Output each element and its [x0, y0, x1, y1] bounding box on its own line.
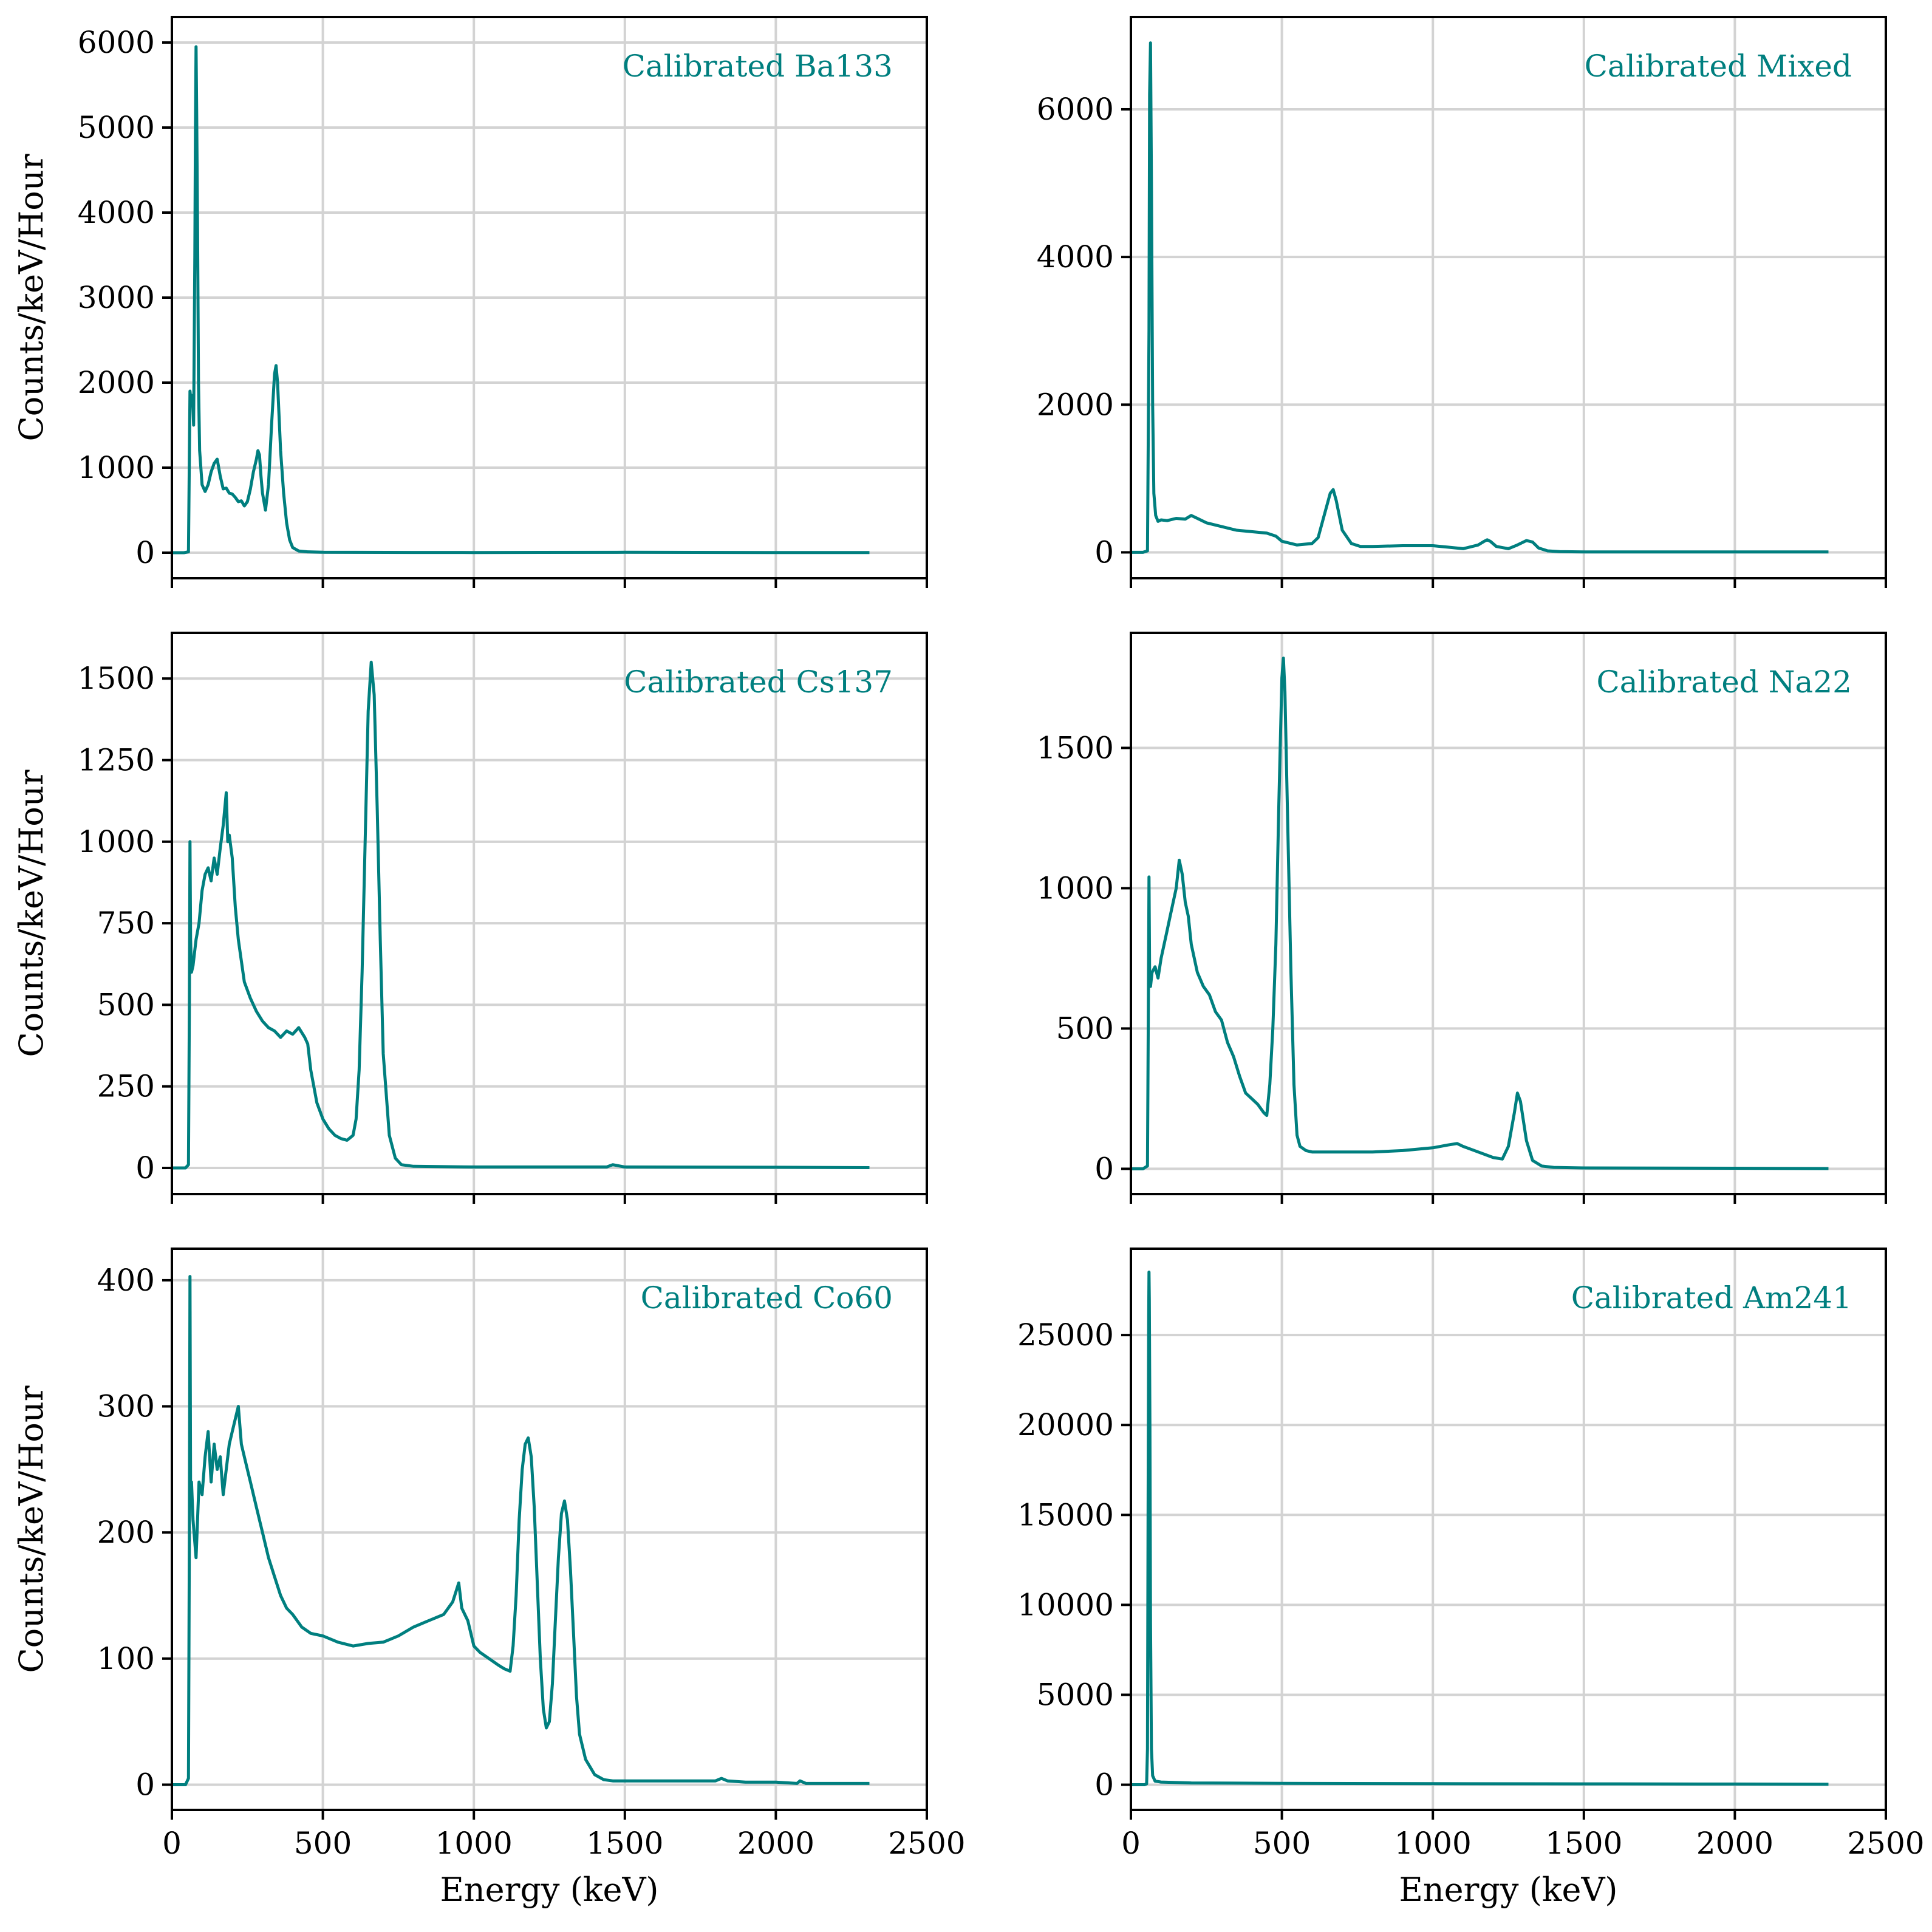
y-tick-label: 1500 — [78, 661, 155, 696]
x-tick-label: 500 — [1253, 1826, 1311, 1861]
series-line-Na22 — [1131, 657, 1829, 1170]
y-tick-label: 1000 — [78, 450, 155, 485]
y-tick-label: 5000 — [1037, 1677, 1114, 1712]
y-tick-label: 750 — [97, 906, 155, 941]
y-tick-label: 1500 — [1037, 730, 1114, 765]
panel-annotation: Calibrated Mixed — [1585, 49, 1852, 84]
series-line-Cs137 — [172, 660, 870, 1170]
y-tick-label: 1250 — [78, 743, 155, 778]
x-tick-label: 500 — [294, 1826, 352, 1861]
y-tick-label: 0 — [135, 1150, 155, 1186]
y-tick-label: 400 — [97, 1263, 155, 1298]
y-tick-label: 6000 — [1037, 92, 1114, 127]
axes-frame — [1130, 16, 1887, 579]
y-tick-label: 2000 — [1037, 387, 1114, 422]
series-line-Mixed — [1131, 41, 1829, 554]
x-tick-label: 2000 — [737, 1826, 814, 1861]
y-axis-label: Counts/keV/Hour — [12, 1385, 50, 1673]
y-tick-label: 1000 — [78, 824, 155, 859]
chart-panel-6: 0 500 1000 1500 2000 250005000100001500020000… — [1017, 1248, 1925, 1909]
x-tick-label: 2000 — [1696, 1826, 1773, 1861]
x-tick-label: 0 — [1121, 1826, 1141, 1861]
y-tick-label: 4000 — [1037, 239, 1114, 275]
x-tick-label: 1500 — [586, 1826, 663, 1861]
chart-panel-3: 0 250 500 750 1000 1250 1500 Calibrated Cs137 Co… — [12, 632, 928, 1204]
axes-frame — [1130, 1248, 1887, 1811]
y-tick-label: 15000 — [1017, 1497, 1114, 1532]
y-tick-label: 5000 — [78, 110, 155, 145]
panel-annotation: Calibrated Cs137 — [624, 664, 893, 700]
y-tick-label: 500 — [97, 987, 155, 1022]
chart-panel-5: 0 500 1000 1500 2000 2500 0 100 200 300 400 Calibra… — [12, 1248, 966, 1909]
y-tick-label: 4000 — [78, 195, 155, 230]
chart-panel-4: 0 500 1000 1500 Calibrated Na22 — [1037, 632, 1887, 1204]
y-tick-label: 2000 — [78, 365, 155, 400]
y-tick-label: 0 — [1094, 1151, 1114, 1186]
y-axis-label: Counts/keV/Hour — [12, 770, 50, 1057]
y-tick-label: 200 — [97, 1515, 155, 1550]
y-tick-label: 20000 — [1017, 1407, 1114, 1442]
y-tick-label: 100 — [97, 1641, 155, 1676]
panel-annotation: Calibrated Na22 — [1596, 664, 1852, 700]
x-tick-label: 1000 — [1394, 1826, 1472, 1861]
y-tick-label: 500 — [1056, 1011, 1114, 1046]
y-tick-label: 300 — [97, 1389, 155, 1424]
y-tick-label: 1000 — [1037, 870, 1114, 906]
y-tick-label: 0 — [135, 535, 155, 570]
series-line-Am241 — [1131, 1271, 1829, 1786]
panel-annotation: Calibrated Co60 — [641, 1280, 893, 1316]
axes-frame — [1130, 632, 1887, 1195]
panel-annotation: Calibrated Ba133 — [623, 49, 893, 84]
axes-frame — [171, 1248, 928, 1811]
x-tick-label: 1500 — [1545, 1826, 1622, 1861]
y-axis-label: Counts/keV/Hour — [12, 154, 50, 441]
series-line-Ba133 — [172, 45, 870, 555]
x-axis-label: Energy (keV) — [1399, 1871, 1617, 1909]
chart-panel-1: 0 1000 2000 3000 4000 5000 6000 Calibrated Ba13… — [12, 16, 928, 588]
x-tick-label: 1000 — [435, 1826, 513, 1861]
series-line-Co60 — [172, 1275, 870, 1786]
y-tick-label: 3000 — [78, 280, 155, 315]
x-tick-label: 2500 — [888, 1826, 965, 1861]
y-tick-label: 250 — [97, 1069, 155, 1104]
y-tick-label: 6000 — [78, 25, 155, 60]
y-tick-label: 25000 — [1017, 1317, 1114, 1353]
y-tick-label: 0 — [135, 1767, 155, 1802]
chart-panel-2: 0 2000 4000 6000 Calibrated Mixed — [1037, 16, 1887, 588]
x-tick-label: 0 — [162, 1826, 182, 1861]
x-tick-label: 2500 — [1847, 1826, 1924, 1861]
axes-frame — [171, 632, 928, 1195]
x-axis-label: Energy (keV) — [440, 1871, 658, 1909]
y-tick-label: 10000 — [1017, 1587, 1114, 1622]
y-tick-label: 0 — [1094, 1767, 1114, 1803]
y-tick-label: 0 — [1094, 534, 1114, 570]
panel-annotation: Calibrated Am241 — [1571, 1280, 1852, 1316]
